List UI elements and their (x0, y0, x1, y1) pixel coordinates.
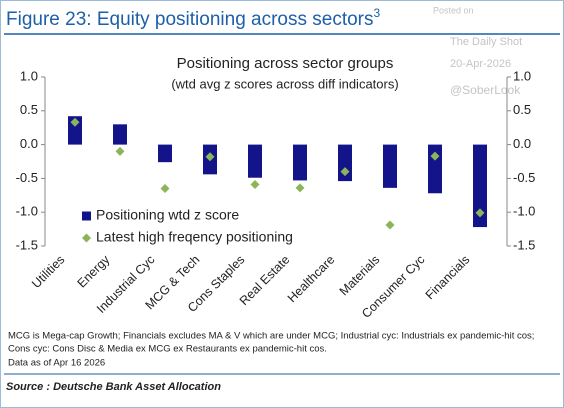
legend-label: Latest high freqency positioning (96, 229, 293, 245)
watermark: @SoberLook (450, 83, 521, 97)
y2-tick-label: -1.0 (513, 204, 535, 219)
diamond-marker (205, 152, 215, 162)
legend-swatch (82, 233, 91, 243)
y2-tick-label: -1.5 (513, 237, 535, 252)
bar (383, 144, 397, 188)
figure-title-superscript: 3 (374, 6, 381, 20)
y2-tick-label: 1.0 (513, 68, 531, 83)
diamond-marker (340, 167, 350, 177)
chart-subtitle: (wtd avg z scores across diff indicators… (171, 76, 398, 91)
diamond-marker (430, 151, 440, 161)
note: MCG is Mega-cap Growth; Financials exclu… (8, 331, 534, 342)
y2-tick-label: -0.5 (513, 170, 535, 185)
y-tick-label: 0.5 (20, 102, 38, 117)
note: Data as of Apr 16 2026 (8, 358, 105, 369)
y-tick-label: -1.0 (16, 204, 38, 219)
legend-label: Positioning wtd z score (96, 207, 239, 223)
y-tick-label: 1.0 (20, 68, 38, 83)
watermark: Posted on (433, 5, 474, 15)
diamond-marker (70, 117, 80, 127)
source: Source : Deutsche Bank Asset Allocation (6, 381, 221, 393)
figure-title: Figure 23: Equity positioning across sec… (6, 6, 381, 30)
y-tick-label: -1.5 (16, 237, 38, 252)
y2-tick-label: 0.0 (513, 136, 531, 151)
bar (293, 144, 307, 181)
legend-swatch (82, 211, 91, 221)
y2-tick-label: 0.5 (513, 102, 531, 117)
bar (68, 116, 82, 145)
diamond-marker (385, 220, 395, 230)
y-tick-label: -0.5 (16, 170, 38, 185)
figure-title-text: Figure 23: Equity positioning across sec… (6, 9, 374, 30)
bar (473, 144, 487, 228)
note: Cons cyc: Cons Disc & Media ex MCG ex Re… (8, 344, 327, 355)
diamond-marker (115, 146, 125, 156)
diamond-marker (295, 183, 305, 193)
bar (113, 124, 127, 145)
bar (248, 144, 262, 178)
diamond-marker (475, 208, 485, 218)
y-tick-label: 0.0 (20, 136, 38, 151)
bar (158, 144, 172, 163)
chart-title: Positioning across sector groups (177, 55, 394, 72)
watermark: The Daily Shot (450, 36, 522, 48)
diamond-marker (160, 184, 170, 194)
diamond-marker (250, 179, 260, 189)
watermark: 20-Apr-2026 (450, 58, 511, 70)
